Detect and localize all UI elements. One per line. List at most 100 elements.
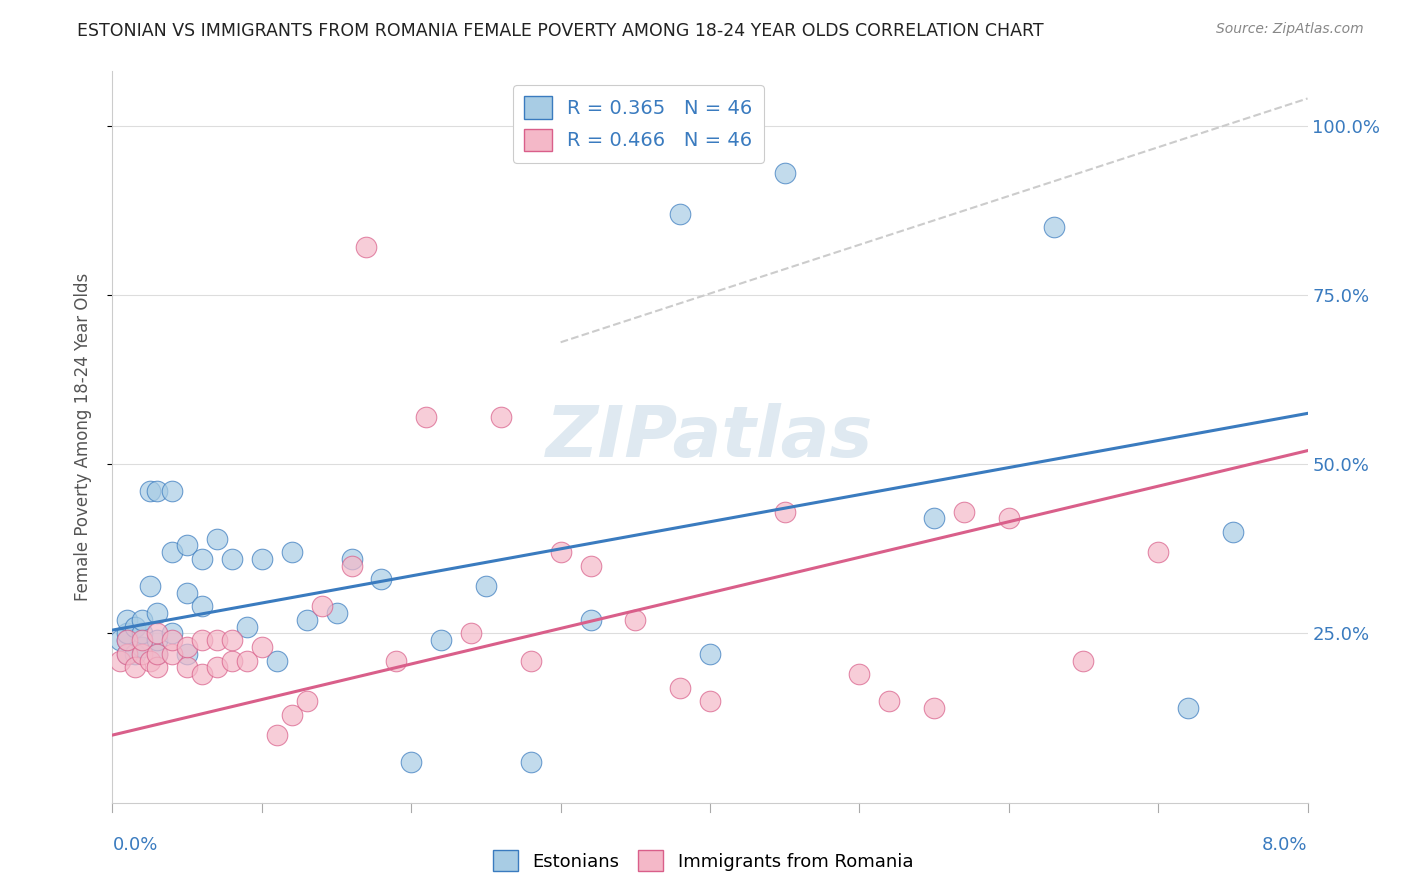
Immigrants from Romania: [117, 647, 139, 661]
Estonians: [146, 633, 169, 648]
Estonians: [176, 586, 198, 600]
Estonians: [205, 532, 228, 546]
Immigrants from Romania: [385, 654, 408, 668]
Estonians: [266, 654, 288, 668]
Immigrants from Romania: [146, 626, 169, 640]
Immigrants from Romania: [108, 654, 131, 668]
Estonians: [370, 572, 392, 586]
Immigrants from Romania: [311, 599, 333, 614]
Immigrants from Romania: [340, 558, 363, 573]
Estonians: [117, 633, 139, 648]
Legend: Estonians, Immigrants from Romania: Estonians, Immigrants from Romania: [486, 843, 920, 879]
Text: ESTONIAN VS IMMIGRANTS FROM ROMANIA FEMALE POVERTY AMONG 18-24 YEAR OLDS CORRELA: ESTONIAN VS IMMIGRANTS FROM ROMANIA FEMA…: [77, 22, 1043, 40]
Immigrants from Romania: [146, 660, 169, 674]
Estonians: [191, 599, 214, 614]
Immigrants from Romania: [489, 409, 512, 424]
Estonians: [131, 626, 153, 640]
Estonians: [250, 552, 273, 566]
Estonians: [1042, 220, 1064, 235]
Estonians: [176, 538, 198, 552]
Legend: R = 0.365   N = 46, R = 0.466   N = 46: R = 0.365 N = 46, R = 0.466 N = 46: [513, 85, 763, 162]
Immigrants from Romania: [176, 640, 198, 654]
Immigrants from Romania: [221, 633, 243, 648]
Estonians: [475, 579, 498, 593]
Immigrants from Romania: [624, 613, 647, 627]
Estonians: [117, 647, 139, 661]
Estonians: [773, 166, 796, 180]
Immigrants from Romania: [922, 701, 945, 715]
Immigrants from Romania: [221, 654, 243, 668]
Immigrants from Romania: [699, 694, 721, 708]
Immigrants from Romania: [295, 694, 318, 708]
Immigrants from Romania: [176, 660, 198, 674]
Estonians: [401, 755, 423, 769]
Estonians: [579, 613, 602, 627]
Immigrants from Romania: [1147, 545, 1170, 559]
Immigrants from Romania: [146, 647, 169, 661]
Immigrants from Romania: [1073, 654, 1095, 668]
Immigrants from Romania: [205, 660, 228, 674]
Estonians: [236, 620, 259, 634]
Text: 0.0%: 0.0%: [112, 836, 157, 854]
Estonians: [139, 579, 162, 593]
Estonians: [699, 647, 721, 661]
Immigrants from Romania: [281, 707, 304, 722]
Immigrants from Romania: [191, 667, 214, 681]
Immigrants from Romania: [877, 694, 901, 708]
Estonians: [139, 484, 162, 499]
Immigrants from Romania: [953, 505, 976, 519]
Y-axis label: Female Poverty Among 18-24 Year Olds: Female Poverty Among 18-24 Year Olds: [73, 273, 91, 601]
Immigrants from Romania: [415, 409, 437, 424]
Text: Source: ZipAtlas.com: Source: ZipAtlas.com: [1216, 22, 1364, 37]
Text: 8.0%: 8.0%: [1263, 836, 1308, 854]
Estonians: [108, 633, 131, 648]
Estonians: [430, 633, 453, 648]
Estonians: [162, 545, 183, 559]
Estonians: [922, 511, 945, 525]
Immigrants from Romania: [131, 647, 153, 661]
Immigrants from Romania: [773, 505, 796, 519]
Immigrants from Romania: [520, 654, 543, 668]
Estonians: [520, 755, 543, 769]
Estonians: [1177, 701, 1199, 715]
Estonians: [124, 620, 146, 634]
Immigrants from Romania: [236, 654, 259, 668]
Immigrants from Romania: [205, 633, 228, 648]
Immigrants from Romania: [266, 728, 288, 742]
Estonians: [117, 613, 139, 627]
Immigrants from Romania: [460, 626, 482, 640]
Estonians: [281, 545, 304, 559]
Text: ZIPatlas: ZIPatlas: [547, 402, 873, 472]
Immigrants from Romania: [162, 633, 183, 648]
Estonians: [146, 606, 169, 620]
Estonians: [221, 552, 243, 566]
Estonians: [131, 640, 153, 654]
Estonians: [340, 552, 363, 566]
Immigrants from Romania: [579, 558, 602, 573]
Estonians: [295, 613, 318, 627]
Estonians: [146, 484, 169, 499]
Estonians: [669, 206, 692, 220]
Estonians: [131, 613, 153, 627]
Estonians: [1222, 524, 1244, 539]
Immigrants from Romania: [998, 511, 1021, 525]
Estonians: [124, 647, 146, 661]
Immigrants from Romania: [117, 633, 139, 648]
Estonians: [176, 647, 198, 661]
Immigrants from Romania: [162, 647, 183, 661]
Immigrants from Romania: [250, 640, 273, 654]
Immigrants from Romania: [356, 240, 378, 254]
Estonians: [162, 484, 183, 499]
Immigrants from Romania: [131, 633, 153, 648]
Estonians: [146, 647, 169, 661]
Immigrants from Romania: [669, 681, 692, 695]
Immigrants from Romania: [848, 667, 870, 681]
Immigrants from Romania: [139, 654, 162, 668]
Estonians: [325, 606, 347, 620]
Immigrants from Romania: [191, 633, 214, 648]
Immigrants from Romania: [124, 660, 146, 674]
Estonians: [191, 552, 214, 566]
Estonians: [117, 626, 139, 640]
Estonians: [162, 626, 183, 640]
Immigrants from Romania: [550, 545, 572, 559]
